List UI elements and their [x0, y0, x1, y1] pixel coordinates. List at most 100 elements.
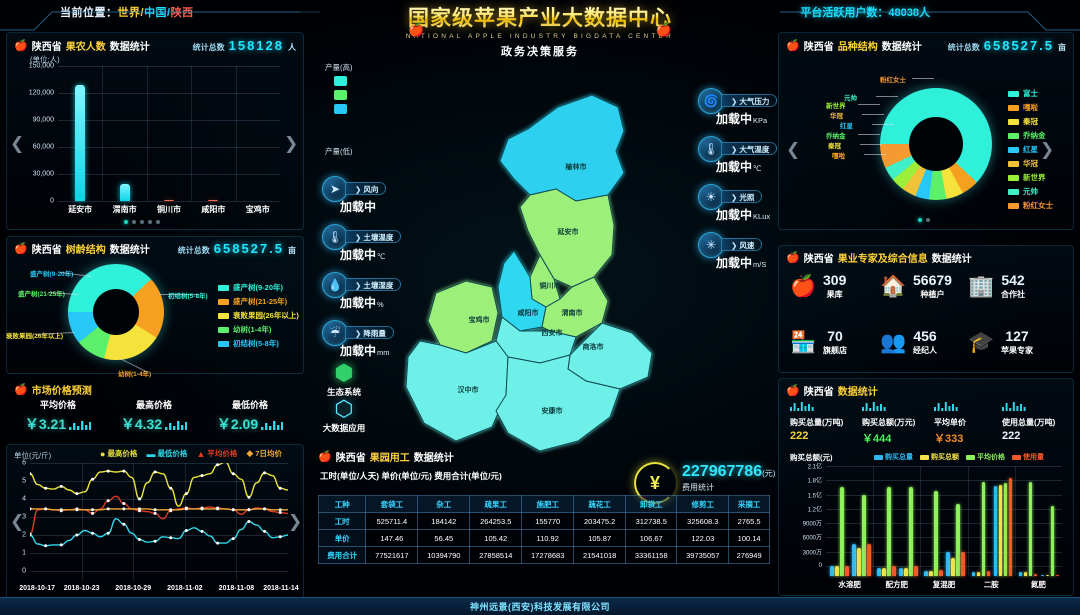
- fert-chart-ylabel: 购买总额(元): [790, 453, 833, 462]
- variety-next-arrow[interactable]: ❯: [1040, 140, 1055, 159]
- bar[interactable]: [862, 495, 866, 576]
- bar[interactable]: [164, 199, 174, 201]
- map-region-ankang[interactable]: [495, 354, 621, 452]
- x-axis-tick: 2018-10-17: [19, 585, 56, 592]
- legend-item[interactable]: ◆ 7日均价: [246, 448, 282, 459]
- gridline: [30, 571, 288, 572]
- bar[interactable]: [208, 200, 219, 201]
- bar[interactable]: [835, 566, 839, 576]
- pager-dot[interactable]: [132, 220, 136, 224]
- stat-cell-经纪人[interactable]: 👥 456 经纪人: [880, 328, 937, 356]
- bar[interactable]: [892, 566, 896, 576]
- stat-cell-苹果专家[interactable]: 🎓 127 苹果专家: [968, 328, 1033, 356]
- legend-item[interactable]: ● 最高价格: [100, 448, 137, 459]
- pager-dot[interactable]: [156, 220, 160, 224]
- bar[interactable]: [1003, 483, 1008, 576]
- variety-pager[interactable]: [918, 218, 930, 222]
- bar[interactable]: [1028, 481, 1033, 576]
- variety-prev-arrow[interactable]: ❮: [786, 140, 801, 159]
- bar[interactable]: [1050, 505, 1055, 576]
- sensor-light[interactable]: ☀ ❯ 光照 加载中KLux: [698, 184, 770, 222]
- line-point: [153, 470, 157, 474]
- bar[interactable]: [1040, 574, 1045, 576]
- legend-item[interactable]: 使用量: [1012, 452, 1044, 462]
- bar[interactable]: [845, 566, 849, 576]
- bar[interactable]: [993, 485, 998, 576]
- bar[interactable]: [75, 84, 86, 201]
- stat-cell-果库[interactable]: 🍎 309 果库: [790, 272, 846, 300]
- sensor-rainfall[interactable]: ☔ ❯ 降雨量 加载中mm: [322, 320, 394, 358]
- bar[interactable]: [981, 481, 986, 576]
- bar[interactable]: [939, 570, 943, 576]
- stat-cell-合作社[interactable]: 🏢 542 合作社: [968, 272, 1025, 300]
- bar[interactable]: [946, 552, 950, 576]
- bar[interactable]: [887, 487, 891, 576]
- sensor-soil-temperature[interactable]: 🌡 ❯ 土壤温度 加载中℃: [322, 224, 402, 262]
- sensor-wind-direction[interactable]: ➤ ❯ 风向 加载中: [322, 176, 387, 214]
- farmers-prev-arrow[interactable]: ❮: [10, 134, 25, 153]
- bar[interactable]: [956, 504, 960, 576]
- farmers-next-arrow[interactable]: ❯: [284, 134, 299, 153]
- sensor-air-pressure[interactable]: 🌀 ❯ 大气压力 加载中KPa: [698, 88, 778, 126]
- bar[interactable]: [882, 568, 886, 576]
- bar[interactable]: [857, 547, 861, 576]
- legend-item[interactable]: 购买总量: [874, 452, 913, 462]
- bar[interactable]: [1008, 478, 1013, 576]
- bar[interactable]: [904, 568, 908, 576]
- breadcrumb-world[interactable]: 世界/: [117, 7, 145, 19]
- legend-item[interactable]: 平均价格: [966, 452, 1005, 462]
- bar[interactable]: [1023, 572, 1028, 576]
- map-region-yulin[interactable]: [499, 94, 625, 202]
- bar[interactable]: [1033, 574, 1038, 576]
- sensor-air-temperature[interactable]: 🌡 ❯ 大气温度 加载中℃: [698, 136, 778, 174]
- bar[interactable]: [830, 565, 834, 576]
- ecosystem-button[interactable]: ⬢ 生态系统: [312, 362, 376, 398]
- stat-cell-种植户[interactable]: 🏠 56679 种植户: [880, 272, 952, 300]
- legend-item[interactable]: ▬ 最低价格: [146, 448, 187, 459]
- bar[interactable]: [909, 487, 913, 576]
- bar[interactable]: [852, 544, 856, 576]
- price-trend-next-arrow[interactable]: ❯: [288, 512, 303, 531]
- bar[interactable]: [1055, 575, 1060, 576]
- bar[interactable]: [867, 543, 871, 576]
- sensor-wind-speed[interactable]: ✳ ❯ 风速 加载中m/S: [698, 232, 766, 270]
- breadcrumb-country[interactable]: 中国/: [144, 7, 171, 19]
- stat-cell-旗舰店[interactable]: 🏪 70 旗舰店: [790, 328, 847, 356]
- sensor-soil-humidity[interactable]: 💧 ❯ 土壤湿度 加载中%: [322, 272, 402, 310]
- bar[interactable]: [971, 571, 976, 576]
- pager-dot[interactable]: [148, 220, 152, 224]
- shaanxi-map[interactable]: 榆林市 延安市 铜川市 渭南市 咸阳市 宝鸡市 西安市 商洛市 汉中市 安康市: [380, 55, 720, 455]
- pager-dot[interactable]: [140, 220, 144, 224]
- bar[interactable]: [998, 484, 1003, 576]
- map-region-baoji[interactable]: [427, 280, 499, 354]
- map-region-xianyang[interactable]: [497, 250, 547, 332]
- bar[interactable]: [961, 552, 965, 576]
- pager-dot[interactable]: [926, 218, 930, 222]
- map-region-weinan[interactable]: [541, 276, 609, 338]
- pager-dot[interactable]: [918, 218, 922, 222]
- farmers-pager[interactable]: [124, 220, 160, 224]
- pager-dot[interactable]: [124, 220, 128, 224]
- bar[interactable]: [976, 572, 981, 576]
- bar[interactable]: [951, 557, 955, 576]
- bar[interactable]: [877, 568, 881, 576]
- legend-item[interactable]: ▲ 平均价格: [196, 448, 237, 459]
- apple-icon: 🍎: [786, 385, 800, 397]
- price-trend-prev-arrow[interactable]: ❮: [10, 512, 25, 531]
- bar[interactable]: [1018, 571, 1023, 576]
- bar[interactable]: [934, 490, 938, 576]
- bar[interactable]: [840, 487, 844, 576]
- bigdata-app-button[interactable]: ⬡ 大数据应用: [312, 398, 376, 434]
- line-point: [169, 508, 173, 512]
- bar[interactable]: [986, 570, 991, 576]
- bar[interactable]: [899, 567, 903, 576]
- price-trend-unit-label: 单位(元/斤): [14, 451, 52, 460]
- legend-item[interactable]: 购买总额: [920, 452, 959, 462]
- bar[interactable]: [914, 566, 918, 576]
- bar[interactable]: [119, 183, 130, 201]
- bar[interactable]: [924, 570, 928, 576]
- bar[interactable]: [929, 570, 933, 576]
- price-forecast-value: ￥4.32: [118, 414, 190, 434]
- bar[interactable]: [1045, 575, 1050, 576]
- breadcrumb-province[interactable]: 陕西: [170, 7, 194, 19]
